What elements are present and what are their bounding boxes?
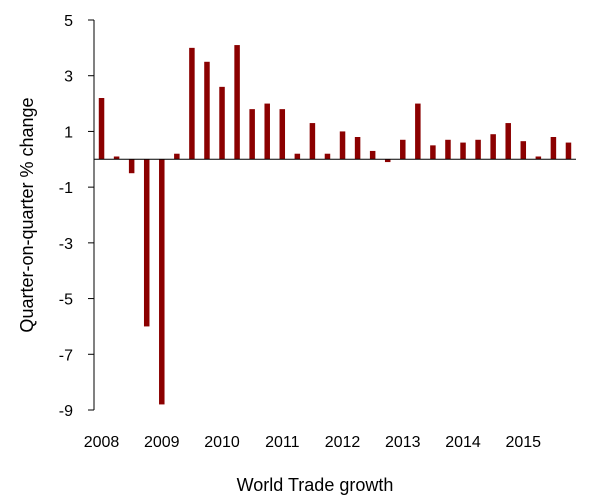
bar-2008Q3 <box>128 159 135 174</box>
bar-2014Q4 <box>505 123 511 160</box>
x-year-label: 2015 <box>505 434 541 451</box>
y-ticks-group: 5 3 1 -1 -3 -5 -7 -9 <box>59 13 94 420</box>
bar-2011Q1 <box>279 109 286 160</box>
bar-2008Q2 <box>113 156 120 160</box>
bar-2008Q4 <box>143 159 150 327</box>
bar-2014Q1 <box>460 142 466 160</box>
bar-2012Q1 <box>339 131 346 160</box>
bar-2014Q3 <box>490 134 496 160</box>
bar-2013Q1 <box>400 139 406 160</box>
bar-2012Q2 <box>354 137 361 160</box>
bar-2014Q2 <box>475 139 481 160</box>
bar-2010Q1 <box>219 86 225 160</box>
bar-2012Q4 <box>384 159 391 163</box>
y-tick-label: -7 <box>59 347 73 364</box>
y-tick-label: 5 <box>64 13 73 30</box>
y-tick-label: -5 <box>59 292 73 309</box>
x-year-label: 2008 <box>84 434 120 451</box>
bar-2015Q1 <box>520 141 527 160</box>
y-tick-label: 1 <box>64 124 73 141</box>
x-year-label: 2013 <box>385 434 421 451</box>
x-axis-title: World Trade growth <box>237 475 394 495</box>
bar-2009Q3 <box>189 47 195 160</box>
x-year-label: 2009 <box>144 434 180 451</box>
y-tick-label: -1 <box>59 180 73 197</box>
x-year-label: 2014 <box>445 434 481 451</box>
bar-2009Q1 <box>159 159 165 405</box>
x-year-label: 2010 <box>204 434 240 451</box>
bar-2015Q3 <box>550 137 557 160</box>
bar-2009Q2 <box>174 153 180 160</box>
x-year-label: 2011 <box>265 434 300 451</box>
bar-2012Q3 <box>369 150 376 160</box>
bar-2013Q2 <box>415 103 421 160</box>
bar-2010Q4 <box>264 103 270 160</box>
y-axis-title: Quarter-on-quarter % change <box>17 97 37 332</box>
bar-2013Q4 <box>445 139 451 160</box>
bar-2011Q4 <box>324 153 331 160</box>
y-tick-label: -3 <box>59 236 73 253</box>
y-tick-label: -9 <box>59 403 73 420</box>
bar-2008Q1 <box>98 98 105 160</box>
bar-2011Q2 <box>294 153 301 160</box>
bar-2015Q2 <box>535 156 542 160</box>
x-labels-group: 2008 2009 2010 2011 2012 2013 2014 2015 <box>84 434 541 451</box>
bars-group <box>98 45 572 405</box>
bar-2009Q4 <box>204 61 210 160</box>
bar-2011Q3 <box>309 123 316 160</box>
bar-2010Q2 <box>234 45 240 160</box>
bar-2013Q3 <box>430 145 436 160</box>
x-year-label: 2012 <box>325 434 361 451</box>
y-tick-label: 3 <box>64 69 73 86</box>
bar-2015Q4 <box>565 142 572 160</box>
bar-2010Q3 <box>249 109 255 160</box>
